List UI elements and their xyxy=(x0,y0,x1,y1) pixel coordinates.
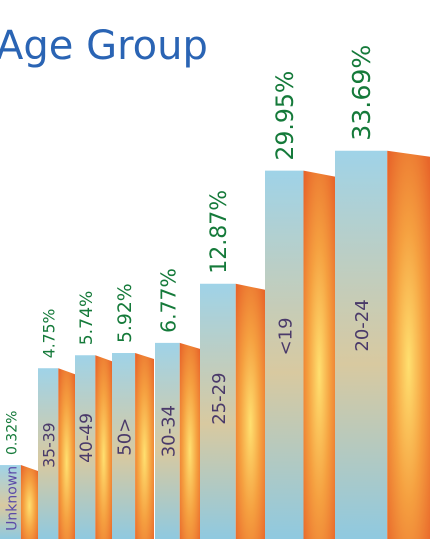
value-label: 12.87% xyxy=(207,190,232,274)
bar-side xyxy=(235,283,265,539)
bar-front xyxy=(200,283,236,539)
bar-front xyxy=(265,170,304,539)
category-label: 25-29 xyxy=(209,372,230,424)
category-label: 35-39 xyxy=(41,422,59,467)
bar xyxy=(265,170,335,539)
chart-title: Age Group xyxy=(0,23,208,69)
bar-front xyxy=(335,150,388,539)
category-label: <19 xyxy=(275,317,296,355)
bar xyxy=(112,353,154,539)
bar xyxy=(75,355,112,539)
bar-side xyxy=(95,355,112,539)
bar xyxy=(155,342,200,539)
category-label: 40-49 xyxy=(77,413,97,463)
bar-side xyxy=(58,368,75,539)
bar-side xyxy=(387,150,430,539)
value-label: 33.69% xyxy=(347,45,376,141)
category-label: 20-24 xyxy=(352,299,373,351)
bar xyxy=(200,283,265,539)
bar-side xyxy=(20,465,38,539)
bar-front xyxy=(112,353,136,539)
value-label: 6.77% xyxy=(156,268,180,333)
value-label: 5.74% xyxy=(77,291,97,346)
bar xyxy=(38,368,75,539)
bar-front xyxy=(0,465,21,539)
bar-front xyxy=(38,368,59,539)
bar-side xyxy=(135,353,154,539)
value-label: 29.95% xyxy=(271,71,299,161)
bar xyxy=(0,465,38,539)
bar xyxy=(335,150,430,539)
value-label: 5.92% xyxy=(115,283,136,343)
bar-side xyxy=(303,170,335,539)
category-label: 30-34 xyxy=(158,405,179,457)
bar-front xyxy=(75,355,96,539)
bar-side xyxy=(179,342,200,539)
value-label: 0.32% xyxy=(4,411,20,455)
category-label: Unknown xyxy=(4,466,20,531)
value-label: 4.75% xyxy=(41,309,59,359)
bar-front xyxy=(155,342,180,539)
category-label: 50> xyxy=(115,418,136,456)
